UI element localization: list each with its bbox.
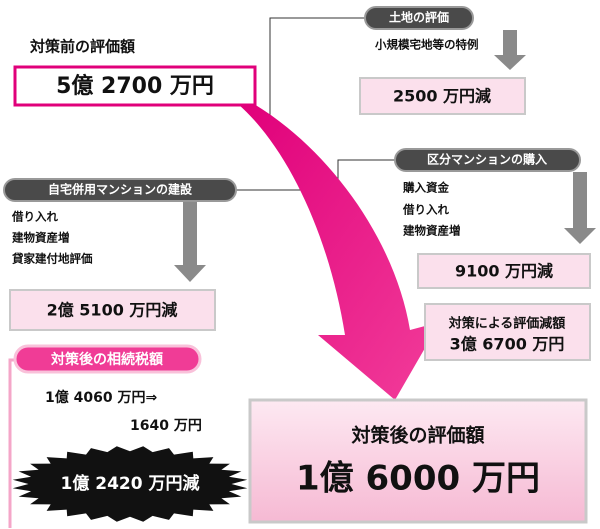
tax-title: 対策後の相続税額: [50, 351, 163, 368]
land-item: 小規模宅地等の特例: [374, 38, 479, 52]
before-label: 対策前の評価額: [29, 38, 135, 56]
home-item: 建物資産増: [12, 231, 70, 245]
tax-title-pill: [13, 344, 202, 374]
condo-result-box: [417, 253, 591, 289]
before-box: [13, 65, 257, 107]
after-box: [248, 398, 588, 524]
land-title: 土地の評価: [389, 10, 449, 25]
land-result-box: [359, 77, 526, 115]
home-item: 貸家建付地評価: [11, 252, 93, 266]
tax-after: 1640 万円: [130, 418, 202, 434]
tax-change: 1億 4060 万円⇒: [45, 389, 157, 406]
home-title: 自宅併用マンションの建設: [48, 182, 193, 197]
home-arrow: [174, 202, 206, 282]
after-value: 1億 6000 万円: [296, 459, 540, 499]
condo-item: 借り入れ: [402, 203, 449, 217]
tax-saving: 1億 2420 万円減: [61, 473, 200, 494]
condo-result: 9100 万円減: [455, 262, 553, 281]
reduction-label: 対策による評価減額: [448, 316, 566, 332]
land-result: 2500 万円減: [393, 87, 491, 106]
condo-title-pill: [394, 148, 581, 172]
before-value: 5億 2700 万円: [56, 73, 214, 99]
condo-item: 建物資産増: [403, 224, 461, 238]
after-label: 対策後の評価額: [350, 424, 484, 447]
home-result: 2億 5100 万円減: [47, 301, 178, 320]
tax-burst: [12, 446, 248, 522]
condo-item: 購入資金: [402, 181, 449, 195]
main-arrow: [238, 104, 440, 400]
reduction-value: 3億 6700 万円: [450, 335, 565, 354]
home-item: 借り入れ: [11, 210, 58, 224]
land-arrow: [494, 30, 526, 70]
land-title-pill: [364, 6, 474, 30]
condo-arrow: [564, 172, 596, 244]
condo-title: 区分マンションの購入: [427, 152, 547, 167]
connector: [269, 17, 365, 135]
reduction-box: [424, 303, 591, 361]
home-result-box: [9, 289, 216, 331]
home-title-pill: [3, 178, 237, 202]
